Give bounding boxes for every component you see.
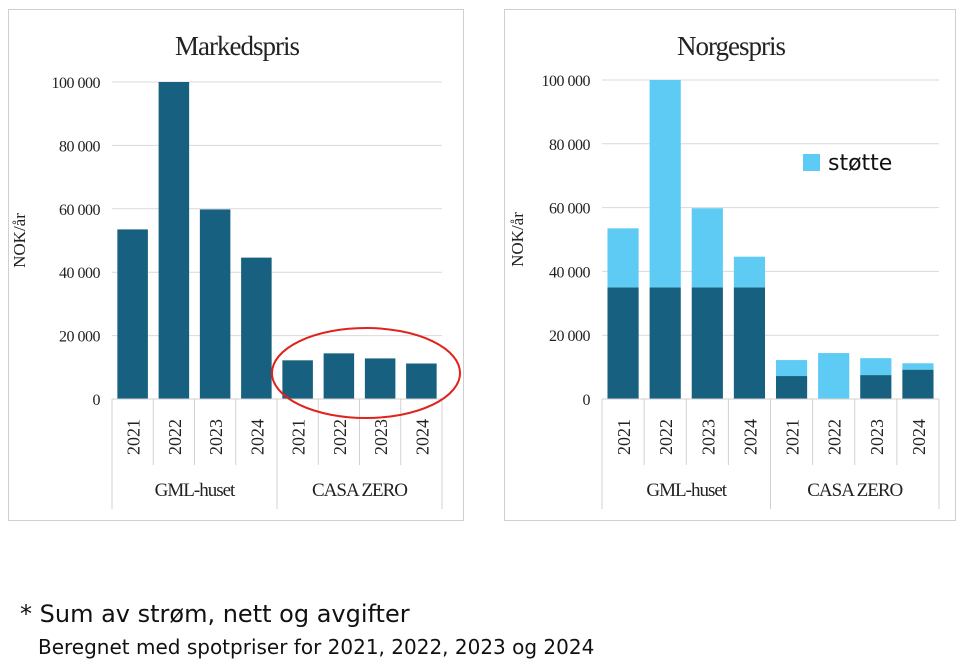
bar [364, 358, 396, 399]
bar [241, 257, 272, 399]
bar-stotte [691, 208, 723, 288]
bar [607, 287, 639, 399]
bar [158, 82, 190, 399]
y-tick-label: 20 000 [59, 329, 101, 346]
bar [902, 369, 934, 399]
y-tick-label: 20 000 [549, 328, 591, 345]
group-label: CASA ZERO [312, 480, 407, 501]
x-tick-label: 2022 [165, 419, 185, 455]
legend-label-stotte: støtte [828, 151, 892, 176]
x-tick-label: 2022 [825, 419, 845, 455]
x-tick-label: 2022 [656, 419, 676, 455]
bar [117, 229, 148, 399]
x-tick-label: 2024 [247, 419, 267, 455]
y-tick-label: 80 000 [549, 137, 591, 154]
footnote-line-1: * Sum av strøm, nett og avgifter [20, 600, 410, 628]
x-tick-label: 2021 [124, 419, 144, 455]
bar [775, 376, 808, 399]
x-tick-label: 2024 [412, 419, 432, 455]
y-axis-label: NOK/år [508, 212, 527, 267]
y-tick-label: 40 000 [549, 264, 591, 281]
legend-swatch-stotte [803, 154, 820, 171]
x-tick-label: 2021 [614, 419, 634, 455]
x-tick-label: 2022 [330, 419, 350, 455]
y-tick-label: 100 000 [52, 75, 101, 92]
bar-stotte [733, 256, 766, 288]
markedspris-chart: Markedspris 0 20 000 40 000 60 000 80 000 100 … [10, 31, 461, 509]
bar [860, 375, 892, 399]
bar [406, 363, 437, 399]
y-tick-label: 100 000 [542, 73, 591, 90]
x-tick-label: 2024 [740, 419, 760, 455]
bar [282, 360, 313, 399]
footnote-line-2: Beregnet med spotpriser for 2021, 2022, … [38, 635, 595, 659]
bar-stotte [902, 363, 934, 370]
bar [649, 287, 681, 399]
x-tick-label: 2023 [206, 419, 226, 455]
y-tick-label: 60 000 [59, 202, 101, 219]
group-label: GML-huset [155, 480, 236, 501]
x-tick-label: 2021 [783, 419, 803, 455]
bar-stotte [649, 80, 681, 288]
chart-title: Markedspris [175, 31, 299, 61]
bar [691, 287, 723, 399]
markedspris-chart-panel: Markedspris 0 20 000 40 000 60 000 80 000 100 … [8, 9, 464, 521]
norgespris-chart: Norgespris 0 20 000 40 000 60 000 80 000 100 0… [508, 31, 940, 509]
y-tick-label: 40 000 [59, 265, 101, 282]
y-tick-label: 60 000 [549, 201, 591, 218]
bar-stotte [818, 353, 850, 399]
y-tick-label: 0 [93, 392, 101, 409]
bar [323, 353, 355, 399]
highlight-ellipse [271, 327, 461, 419]
group-label: GML-huset [646, 480, 727, 501]
chart-title: Norgespris [677, 31, 785, 61]
bar-stotte [607, 228, 639, 288]
bar [199, 209, 231, 399]
x-tick-label: 2023 [698, 419, 718, 455]
bar-stotte [775, 360, 808, 377]
y-axis-label: NOK/år [10, 213, 29, 268]
x-tick-label: 2023 [867, 419, 887, 455]
bar-stotte [860, 358, 892, 376]
x-tick-label: 2023 [371, 419, 391, 455]
bar [733, 287, 766, 399]
y-tick-label: 80 000 [59, 138, 101, 155]
x-tick-label: 2024 [909, 419, 929, 455]
x-tick-label: 2021 [289, 419, 309, 455]
y-tick-label: 0 [583, 392, 591, 409]
norgespris-chart-panel: Norgespris 0 20 000 40 000 60 000 80 000 100 0… [504, 9, 956, 521]
group-label: CASA ZERO [807, 480, 902, 501]
